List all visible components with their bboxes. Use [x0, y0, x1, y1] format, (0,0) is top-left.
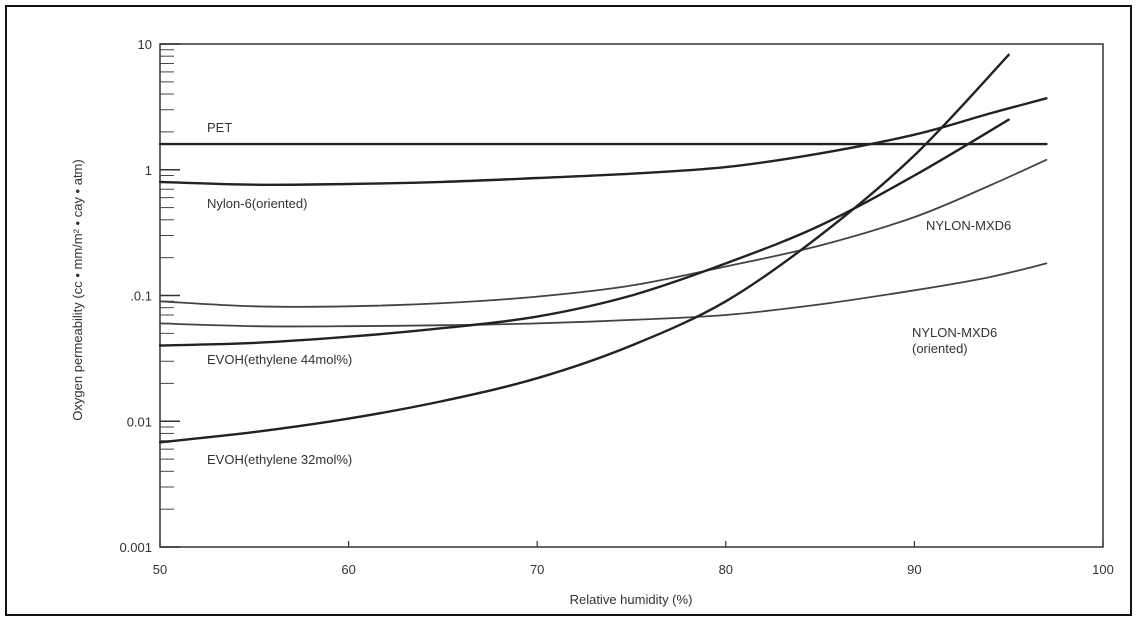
x-axis-title: Relative humidity (%): [570, 592, 693, 607]
y-axis-ticks: 10 1 .0.1 0.01 0.001: [119, 37, 180, 555]
y-tick-label: 10: [138, 37, 152, 52]
x-tick-label: 60: [341, 562, 355, 577]
series-curves: [158, 53, 1048, 444]
y-tick-label: 0.01: [127, 414, 152, 429]
series-line-2: [159, 158, 1048, 308]
y-axis-title: Oxygen permeability (cc • mm/m² • cay • …: [70, 159, 85, 420]
y-tick-label: .0.1: [130, 289, 152, 304]
series-label-evoh-32: EVOH(ethylene 32mol%): [207, 452, 352, 467]
x-tick-label: 90: [907, 562, 921, 577]
series-label-evoh-44: EVOH(ethylene 44mol%): [207, 352, 352, 367]
series-line-3: [159, 262, 1048, 328]
x-tick-label: 80: [719, 562, 733, 577]
x-axis-ticks: 50 60 70 80 90 100: [153, 541, 1114, 577]
y-tick-label: 0.001: [119, 540, 152, 555]
series-label-pet: PET: [207, 120, 232, 135]
x-tick-label: 100: [1092, 562, 1114, 577]
x-tick-label: 70: [530, 562, 544, 577]
series-line-1: [158, 97, 1048, 187]
series-line-4: [158, 118, 1010, 347]
series-label-nylon-6-oriented: Nylon-6(oriented): [207, 196, 307, 211]
series-label-line: (oriented): [912, 341, 968, 356]
series-label-nylon-mxd6-oriented: NYLON-MXD6 (oriented): [912, 325, 1001, 356]
x-tick-label: 50: [153, 562, 167, 577]
series-line-5: [158, 53, 1010, 444]
series-label-nylon-mxd6: NYLON-MXD6: [926, 218, 1011, 233]
y-tick-label: 1: [145, 163, 152, 178]
series-label-line: NYLON-MXD6: [912, 325, 997, 340]
